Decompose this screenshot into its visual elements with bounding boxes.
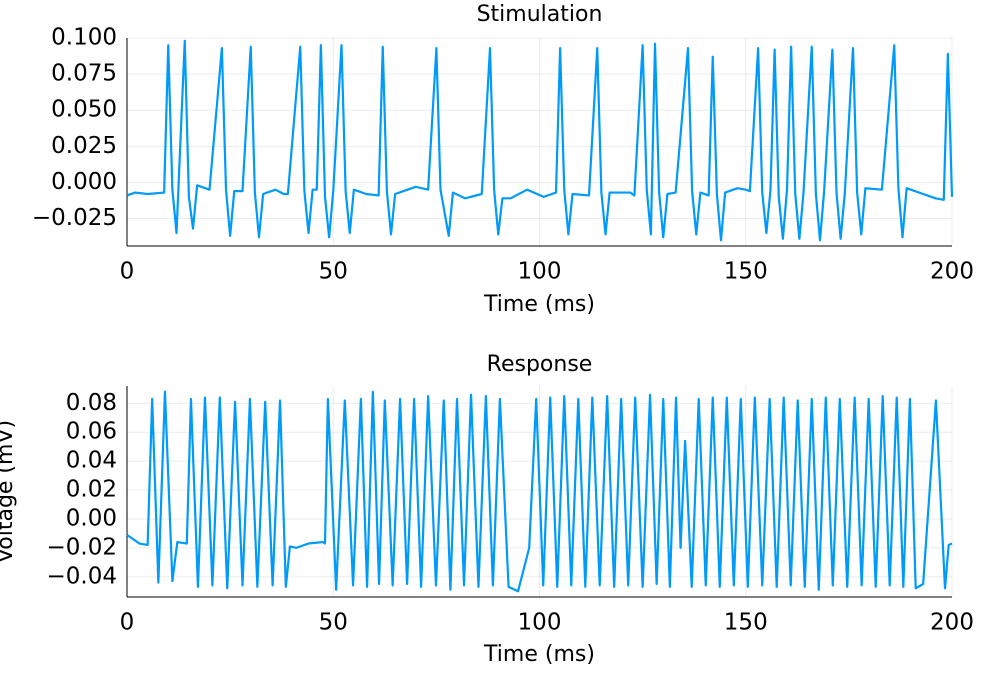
y-tick-label: 0.100: [51, 25, 117, 51]
x-tick-label: 150: [724, 259, 768, 285]
x-tick-label: 0: [120, 259, 135, 285]
x-tick-label: 150: [724, 610, 768, 636]
x-tick-label: 200: [930, 259, 974, 285]
subplot-title: Stimulation: [477, 2, 603, 27]
y-tick-label: 0.050: [51, 97, 117, 123]
x-tick-label: 50: [319, 259, 348, 285]
x-axis-label: Time (ms): [483, 642, 595, 667]
y-tick-label: 0.02: [66, 477, 117, 503]
y-tick-label: 0.06: [66, 419, 117, 445]
subplot-title: Response: [487, 352, 593, 377]
y-tick-label: 0.000: [51, 169, 117, 195]
x-tick-label: 50: [319, 610, 348, 636]
y-axis-label: Voltage (mV): [0, 420, 18, 563]
x-tick-label: 200: [930, 610, 974, 636]
y-tick-label: 0.04: [66, 448, 117, 474]
y-tick-label: −0.02: [47, 534, 117, 560]
y-tick-label: 0.025: [51, 133, 117, 159]
series-line: [126, 390, 953, 593]
y-tick-label: 0.075: [51, 61, 117, 87]
y-tick-label: 0.08: [66, 390, 117, 416]
y-tick-label: 0.00: [66, 505, 117, 531]
x-tick-label: 100: [518, 610, 562, 636]
x-tick-label: 100: [518, 259, 562, 285]
series-line: [126, 39, 954, 242]
x-axis-label: Time (ms): [483, 292, 595, 317]
x-tick-label: 0: [120, 610, 135, 636]
y-tick-label: −0.025: [32, 205, 117, 231]
y-tick-label: −0.04: [47, 563, 117, 589]
